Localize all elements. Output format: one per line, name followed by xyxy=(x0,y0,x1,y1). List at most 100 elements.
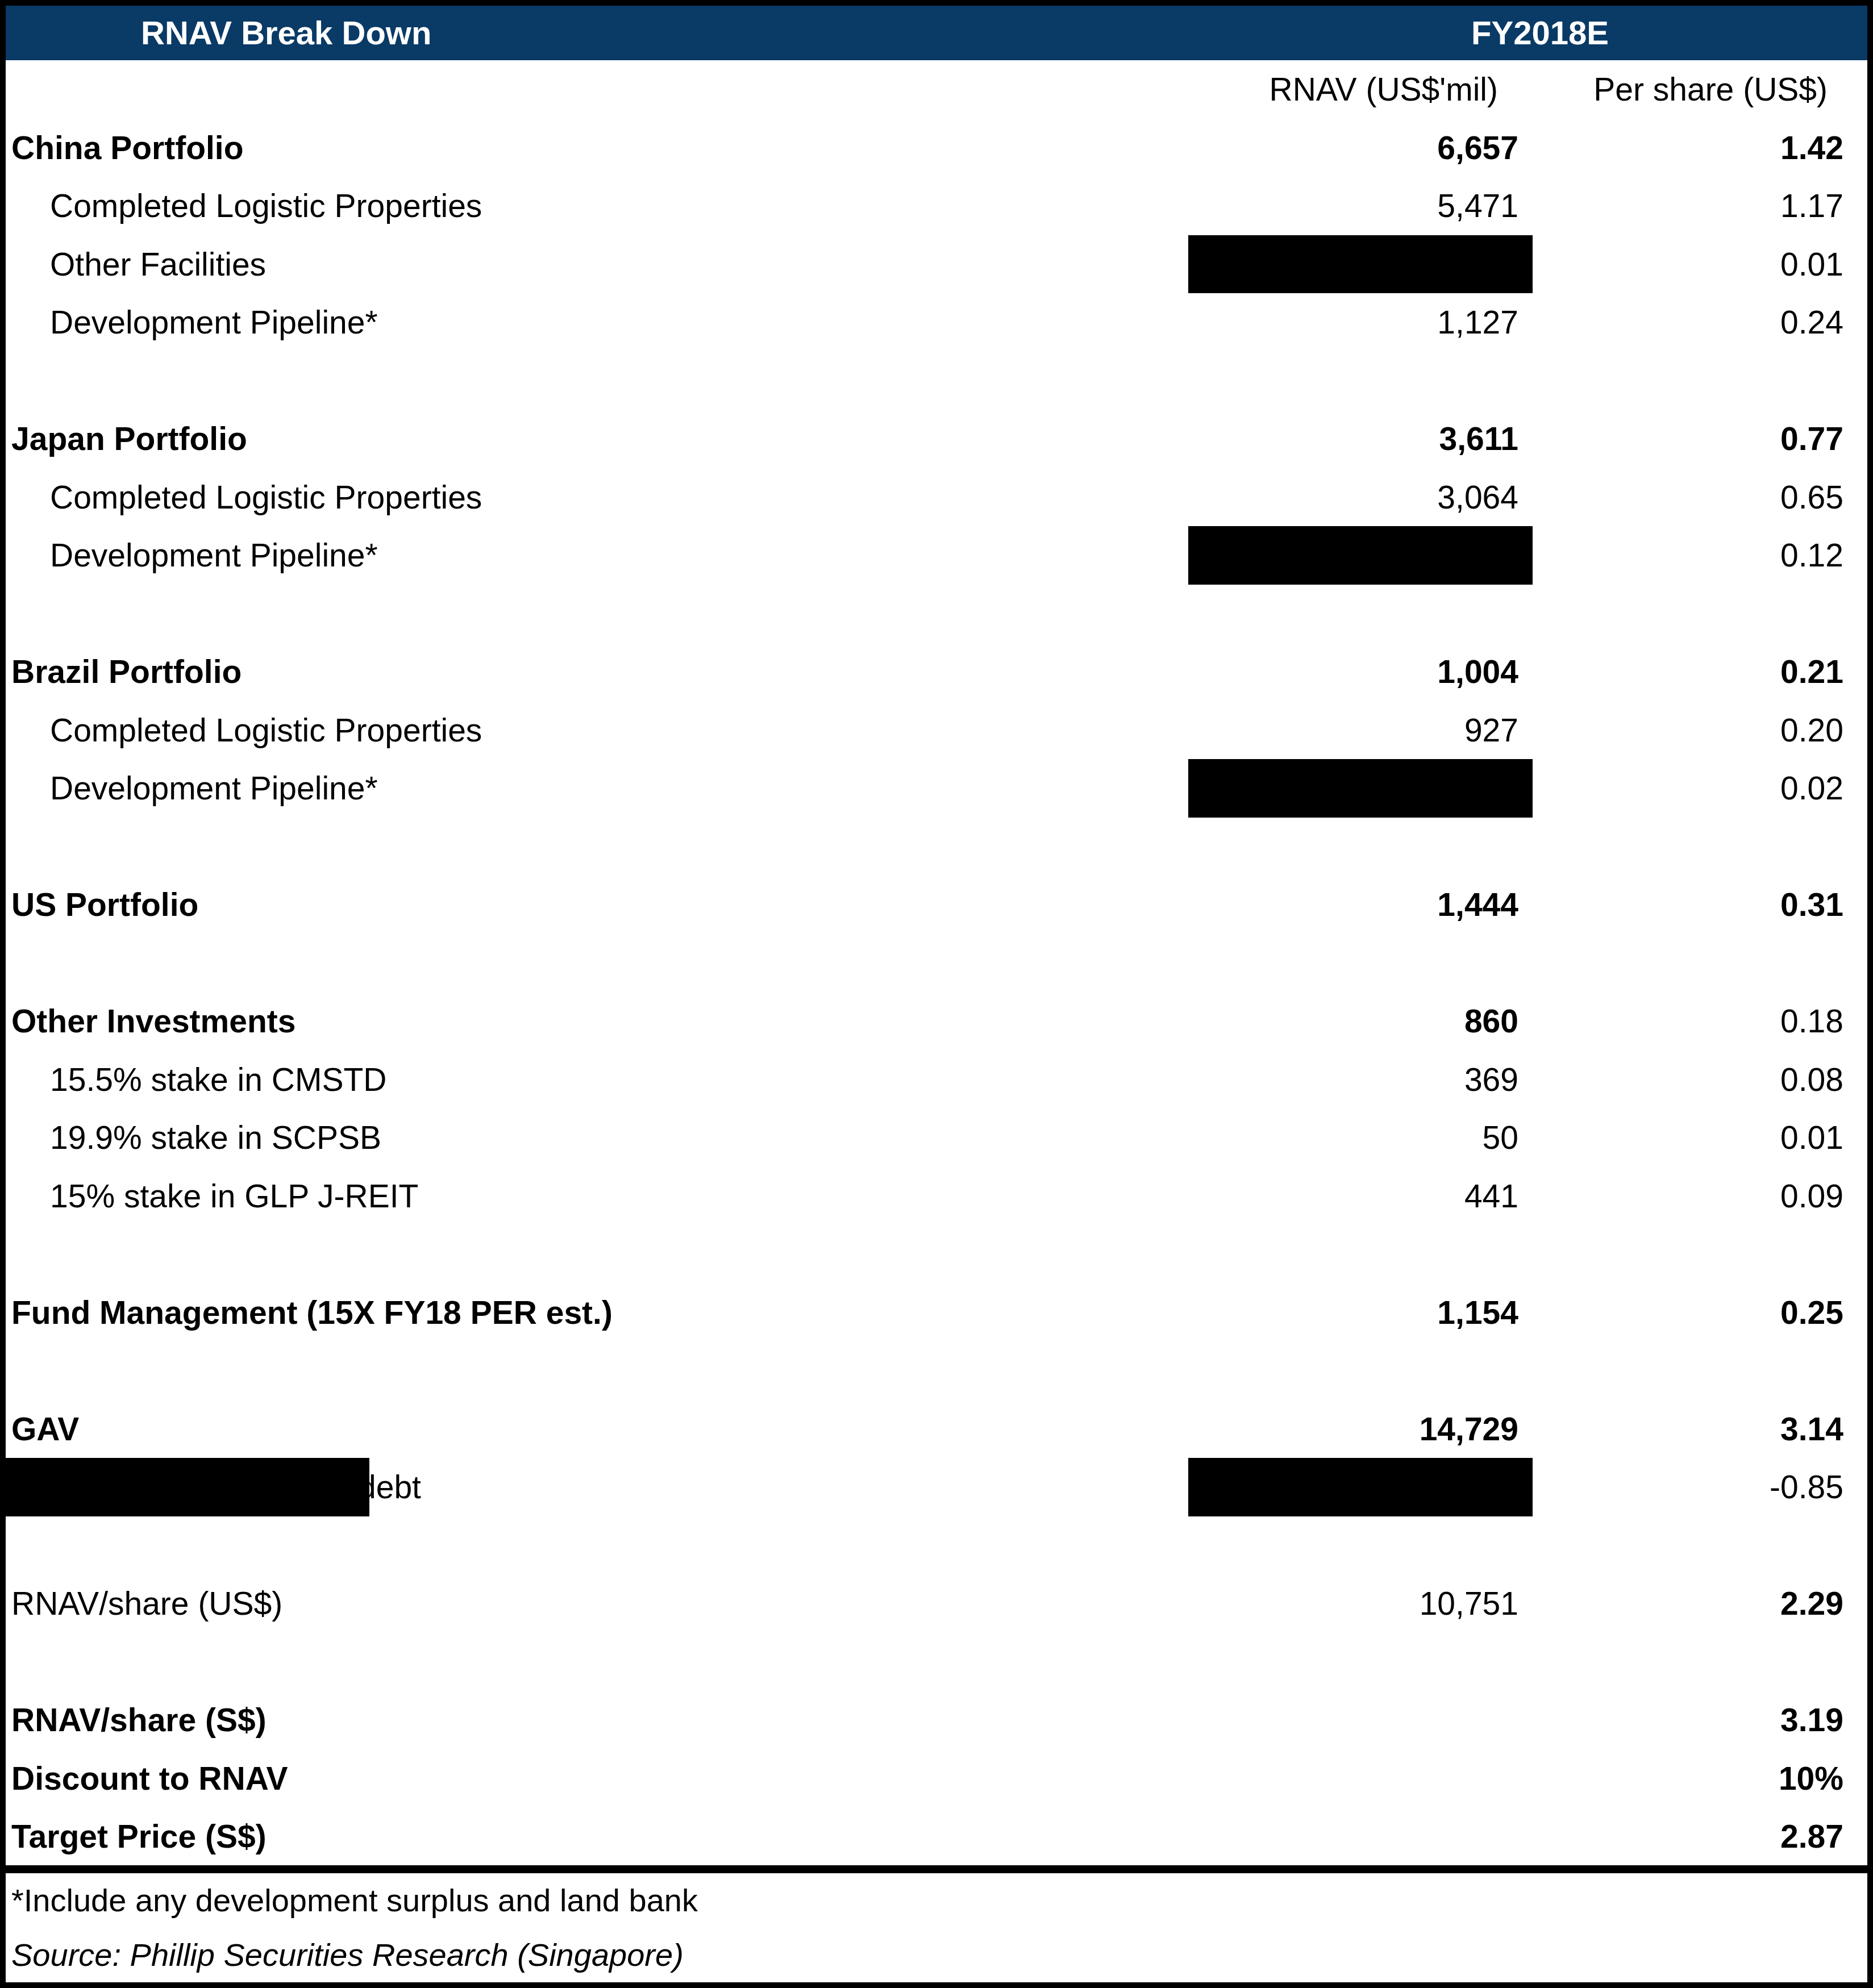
source-note: Source: Phillip Securities Research (Sin… xyxy=(6,1928,1867,1982)
redaction-box-value xyxy=(1188,1458,1533,1516)
spacer-row xyxy=(6,1225,1867,1283)
per-share-value: -0.85 xyxy=(1770,1458,1843,1516)
per-share-value: 10% xyxy=(1779,1749,1843,1808)
table-row: Completed Logistic Properties 927 0.20 xyxy=(6,701,1867,760)
spacer-row xyxy=(6,934,1867,993)
rnav-value: 1,127 xyxy=(1437,293,1518,352)
per-share-value: 0.01 xyxy=(1780,235,1843,294)
row-label: RNAV/share (S$) xyxy=(11,1691,267,1749)
row-label: 19.9% stake in SCPSB xyxy=(50,1108,381,1167)
per-share-value: 0.77 xyxy=(1780,410,1843,468)
per-share-value: 0.01 xyxy=(1780,1108,1843,1167)
rnav-value: 6,657 xyxy=(1437,119,1518,177)
per-share-value: 2.29 xyxy=(1780,1574,1843,1633)
spacer-row xyxy=(6,352,1867,410)
rnav-value: 14,729 xyxy=(1420,1400,1518,1458)
column-header-row: RNAV (US$'mil)Per share (US$) xyxy=(6,60,1867,119)
row-label: US Portfolio xyxy=(11,876,198,934)
per-share-value: 1.17 xyxy=(1780,177,1843,235)
row-label: Discount to RNAV xyxy=(11,1749,288,1808)
table-row: Development Pipeline* 1,127 0.24 xyxy=(6,293,1867,352)
per-share-value: 0.08 xyxy=(1780,1051,1843,1109)
rnav-value: 3,064 xyxy=(1437,468,1518,527)
per-share-value: 0.18 xyxy=(1780,992,1843,1051)
rnav-value: 3,611 xyxy=(1439,410,1519,468)
row-label: China Portfolio xyxy=(11,119,243,177)
row-label: Development Pipeline* xyxy=(50,293,378,352)
spacer-row xyxy=(6,1516,1867,1575)
redaction-box-label xyxy=(0,1458,369,1516)
spacer-row xyxy=(6,1341,1867,1400)
table-row: Completed Logistic Properties 3,064 0.65 xyxy=(6,468,1867,527)
fiscal-year-header: FY2018E xyxy=(1392,6,1688,60)
spacer-row xyxy=(6,818,1867,876)
row-label: Development Pipeline* xyxy=(50,759,378,818)
per-share-value: 1.42 xyxy=(1780,119,1843,177)
rnav-value: 927 xyxy=(1464,701,1518,760)
table-row: China Portfolio 6,657 1.42 xyxy=(6,119,1867,177)
table-title: RNAV Break Down xyxy=(141,6,431,60)
rnav-value: 441 xyxy=(1464,1167,1518,1226)
footnote-asterisk: *Include any development surplus and lan… xyxy=(6,1873,1867,1928)
row-label: Completed Logistic Properties xyxy=(50,468,482,527)
per-share-value: 0.31 xyxy=(1780,876,1843,934)
divider xyxy=(0,1865,1873,1873)
rnav-value: 369 xyxy=(1464,1051,1518,1109)
spacer-row xyxy=(6,585,1867,643)
redaction-box-value xyxy=(1188,526,1533,585)
table-header-bar: RNAV Break Down FY2018E xyxy=(6,6,1867,60)
table-row: debt-0.85 xyxy=(6,1458,1867,1516)
table-body: RNAV (US$'mil)Per share (US$)China Portf… xyxy=(6,60,1867,1866)
row-label: RNAV/share (US$) xyxy=(11,1574,282,1633)
row-label: Completed Logistic Properties xyxy=(50,177,482,235)
table-row: Development Pipeline* 0.12 xyxy=(6,526,1867,585)
per-share-value: 3.19 xyxy=(1780,1691,1843,1749)
rnav-value: 10,751 xyxy=(1420,1574,1518,1633)
table-row: RNAV/share (US$) 10,751 2.29 xyxy=(6,1574,1867,1633)
table-row: Other Facilities 0.01 xyxy=(6,235,1867,294)
row-label: Other Facilities xyxy=(50,235,266,294)
row-label: Japan Portfolio xyxy=(11,410,247,468)
per-share-column-header: Per share (US$) xyxy=(1593,60,1843,119)
row-label: Target Price (S$) xyxy=(11,1807,267,1866)
per-share-value: 0.12 xyxy=(1780,526,1843,585)
spacer-row xyxy=(6,1633,1867,1691)
row-label: 15% stake in GLP J-REIT xyxy=(50,1167,418,1226)
table-row: 15% stake in GLP J-REIT 441 0.09 xyxy=(6,1167,1867,1226)
rnav-value: 1,004 xyxy=(1437,643,1518,701)
table-row: RNAV/share (S$) 3.19 xyxy=(6,1691,1867,1749)
row-label: 15.5% stake in CMSTD xyxy=(50,1051,386,1109)
rnav-value: 1,154 xyxy=(1437,1283,1518,1342)
table-row: 19.9% stake in SCPSB 50 0.01 xyxy=(6,1108,1867,1167)
table-row: Development Pipeline* 0.02 xyxy=(6,759,1867,818)
rnav-value: 50 xyxy=(1483,1108,1518,1167)
per-share-value: 0.09 xyxy=(1780,1167,1843,1226)
per-share-value: 3.14 xyxy=(1780,1400,1843,1458)
table-row: Completed Logistic Properties 5,471 1.17 xyxy=(6,177,1867,235)
table-row: US Portfolio 1,444 0.31 xyxy=(6,876,1867,934)
redaction-box-value xyxy=(1188,235,1533,294)
table-row: GAV 14,729 3.14 xyxy=(6,1400,1867,1458)
table-row: Japan Portfolio 3,611 0.77 xyxy=(6,410,1867,468)
rnav-value: 5,471 xyxy=(1437,177,1518,235)
row-label: GAV xyxy=(11,1400,79,1458)
per-share-value: 0.65 xyxy=(1780,468,1843,527)
per-share-value: 0.02 xyxy=(1780,759,1843,818)
rnav-value: 1,444 xyxy=(1437,876,1518,934)
per-share-value: 0.20 xyxy=(1780,701,1843,760)
per-share-value: 0.21 xyxy=(1780,643,1843,701)
per-share-value: 0.25 xyxy=(1780,1283,1843,1342)
redaction-box-value xyxy=(1188,759,1533,818)
rnav-breakdown-table: RNAV Break Down FY2018E RNAV (US$'mil)Pe… xyxy=(0,0,1873,1988)
footer: *Include any development surplus and lan… xyxy=(6,1873,1867,1982)
row-label: Development Pipeline* xyxy=(50,526,378,585)
table-row: Brazil Portfolio 1,004 0.21 xyxy=(6,643,1867,701)
per-share-value: 2.87 xyxy=(1780,1807,1843,1866)
row-label: Brazil Portfolio xyxy=(11,643,242,701)
rnav-value: 860 xyxy=(1464,992,1518,1051)
table-row: Fund Management (15X FY18 PER est.)1,154… xyxy=(6,1283,1867,1342)
table-row: Discount to RNAV 10% xyxy=(6,1749,1867,1808)
row-label: Completed Logistic Properties xyxy=(50,701,482,760)
per-share-value: 0.24 xyxy=(1780,293,1843,352)
table-row: Target Price (S$) 2.87 xyxy=(6,1807,1867,1866)
